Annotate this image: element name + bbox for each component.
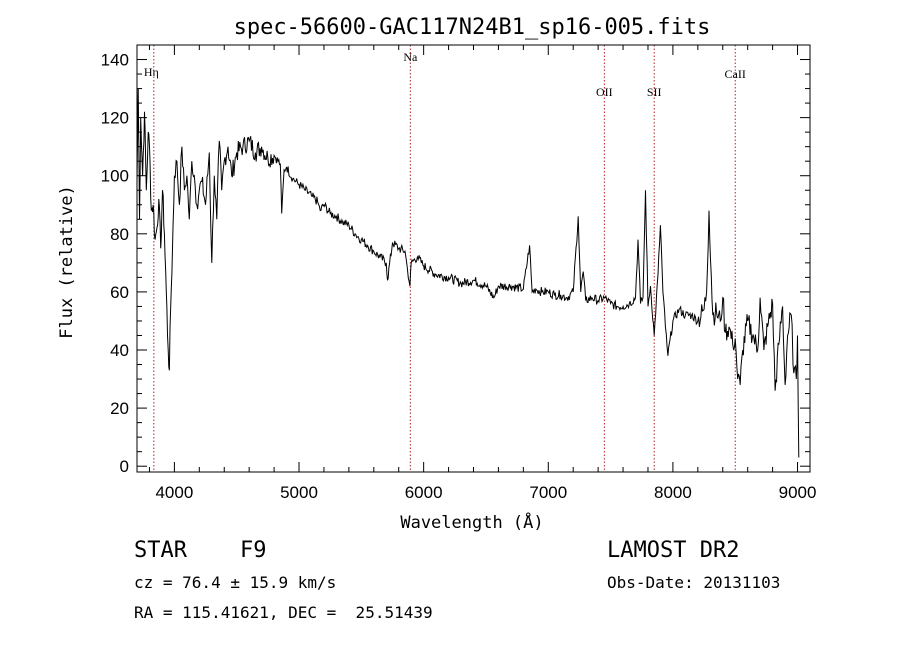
x-tick-label: 8000 <box>654 483 692 502</box>
spectrum-series-line <box>136 88 800 458</box>
y-tick-label: 80 <box>110 225 129 244</box>
y-axis-label: Flux (relative) <box>57 185 77 339</box>
survey-release: LAMOST DR2 <box>607 538 740 563</box>
y-tick-label: 100 <box>101 167 129 186</box>
spectral-line-label: Na <box>403 50 418 64</box>
y-tick-label: 60 <box>110 283 129 302</box>
y-axis-ticks: 0 20 40 60 80 100 120 140 <box>101 44 810 476</box>
y-tick-label: 20 <box>110 399 129 418</box>
x-axis-label: Wavelength (Å) <box>400 511 543 533</box>
x-tick-label: 9000 <box>779 483 817 502</box>
coordinates: RA = 115.41621, DEC = 25.51439 <box>134 603 433 622</box>
plot-frame <box>136 44 811 473</box>
y-tick-label: 140 <box>101 51 129 70</box>
spectral-line-label: CaII <box>725 67 746 81</box>
spectral-line-label: SII <box>647 85 662 99</box>
x-axis-ticks: 4000 5000 6000 7000 8000 9000 <box>148 45 817 502</box>
x-tick-label: 5000 <box>280 483 318 502</box>
observation-date: Obs-Date: 20131103 <box>607 573 781 592</box>
redshift-velocity: cz = 76.4 ± 15.9 km/s <box>134 573 337 592</box>
spectral-line-markers: Hη Na OII SII CaII <box>144 45 746 472</box>
x-tick-label: 6000 <box>405 483 443 502</box>
spectral-line-label: Hη <box>144 65 159 79</box>
y-tick-label: 0 <box>120 457 129 476</box>
spectral-line-label: OII <box>596 85 613 99</box>
y-tick-label: 120 <box>101 109 129 128</box>
y-tick-label: 40 <box>110 341 129 360</box>
x-tick-label: 4000 <box>155 483 193 502</box>
x-tick-label: 7000 <box>529 483 567 502</box>
object-class: STAR F9 <box>134 538 267 563</box>
chart-title: spec-56600-GAC117N24B1_sp16-005.fits <box>234 15 711 40</box>
